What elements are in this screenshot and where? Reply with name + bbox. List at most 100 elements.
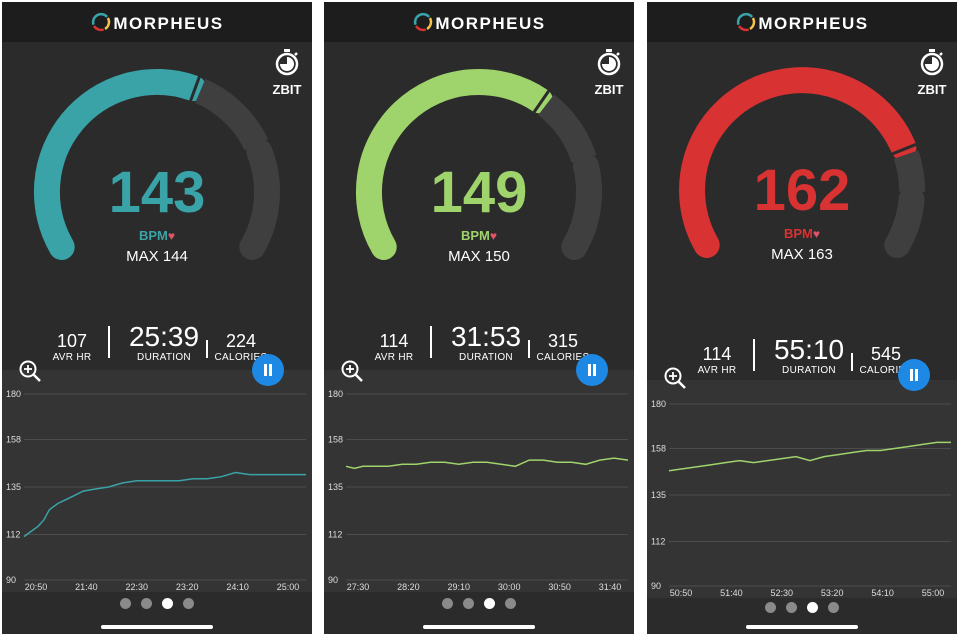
- avr-hr-label: AVR HR: [374, 352, 414, 363]
- heart-rate-line: [668, 441, 951, 472]
- calories-value: 545: [870, 344, 902, 364]
- gauge-fill-arc: [679, 67, 917, 258]
- calories-value: 224: [225, 331, 257, 351]
- gauge-track-segment: [561, 153, 603, 260]
- heart-rate-gauge: [33, 68, 281, 260]
- page-dot[interactable]: [786, 602, 797, 613]
- x-tick-label: 54:10: [871, 588, 894, 598]
- stat-avr-hr: 114 AVR HR: [691, 343, 743, 376]
- bpm-unit-text: BPM: [138, 228, 168, 243]
- x-tick-label: 25:00: [277, 582, 300, 592]
- current-bpm: 149: [430, 160, 528, 225]
- y-tick-label: 90: [651, 581, 661, 591]
- pause-button[interactable]: [576, 354, 608, 386]
- calories-label: CALORIES: [859, 365, 913, 376]
- pause-button[interactable]: [898, 359, 930, 391]
- avr-hr-label: AVR HR: [52, 352, 92, 363]
- stat-calories: 224 CALORIES: [210, 330, 272, 363]
- stat-divider: [108, 326, 110, 358]
- heart-rate-gauge: [355, 69, 603, 260]
- phone-screen-2: MORPHEUS ZBIT 149 BPM♥ MAX 150 114 AVR HR 31:53…: [324, 2, 634, 634]
- app-name: MORPHEUS: [758, 14, 869, 33]
- zbit-timer-button[interactable]: ZBIT: [917, 48, 947, 97]
- duration-value: 25:39: [128, 321, 200, 352]
- y-tick-label: 158: [328, 434, 343, 444]
- heart-rate-chart: 180 158 135 112 90 50:50 51:40 52:30 53:20 54:10 5…: [647, 380, 957, 598]
- avr-hr-label: AVR HR: [697, 365, 737, 376]
- app-header: MORPHEUS: [2, 2, 312, 42]
- pause-button[interactable]: [252, 354, 284, 386]
- workout-stats: 114 AVR HR 55:10 DURATION 545 CALORIES: [647, 335, 957, 379]
- page-dot[interactable]: [765, 602, 776, 613]
- y-tick-label: 180: [651, 399, 666, 409]
- zbit-label: ZBIT: [917, 82, 947, 97]
- max-bpm: MAX 163: [771, 246, 833, 263]
- chart-svg: 180 158 135 112 90 27:30 28:20 29:10 30:00 30:50 3…: [328, 389, 629, 592]
- page-indicator: [647, 600, 957, 618]
- zoom-in-icon[interactable]: [18, 359, 42, 383]
- stat-divider: [430, 326, 432, 358]
- zoom-in-icon[interactable]: [340, 359, 364, 383]
- app-header: MORPHEUS: [647, 2, 957, 42]
- page-dot[interactable]: [162, 598, 173, 609]
- home-indicator[interactable]: [101, 625, 213, 629]
- page-indicator: [2, 596, 312, 614]
- stat-divider: [851, 353, 853, 371]
- calories-label: CALORIES: [214, 352, 268, 363]
- x-tick-label: 30:50: [548, 582, 571, 592]
- y-tick-label: 135: [328, 482, 343, 492]
- app-logo: MORPHEUS: [647, 11, 957, 34]
- y-tick-label: 112: [651, 537, 665, 547]
- x-tick-label: 20:50: [25, 582, 48, 592]
- page-dot[interactable]: [505, 598, 516, 609]
- zoom-in-icon[interactable]: [663, 366, 687, 390]
- y-tick-label: 112: [328, 530, 342, 540]
- heart-rate-chart: 180 158 135 112 90 20:50 21:40 22:30 23:20 24:10 2…: [2, 370, 312, 592]
- app-name: MORPHEUS: [435, 14, 546, 33]
- workout-stats: 114 AVR HR 31:53 DURATION 315 CALORIES: [324, 322, 634, 366]
- gauge-fill-arc: [355, 69, 553, 260]
- page-dot[interactable]: [442, 598, 453, 609]
- max-bpm: MAX 150: [448, 248, 510, 265]
- logo-ring-icon: [414, 12, 433, 32]
- x-tick-label: 24:10: [226, 582, 249, 592]
- page-dot[interactable]: [463, 598, 474, 609]
- page-dot[interactable]: [120, 598, 131, 609]
- y-tick-label: 180: [6, 389, 21, 399]
- calories-value: 315: [547, 331, 579, 351]
- page-dot[interactable]: [828, 602, 839, 613]
- page-dot[interactable]: [183, 598, 194, 609]
- duration-value: 31:53: [450, 321, 522, 352]
- zbit-label: ZBIT: [594, 82, 624, 97]
- stat-avr-hr: 107 AVR HR: [46, 330, 98, 363]
- y-tick-label: 158: [651, 443, 666, 453]
- avr-hr-value: 107: [56, 331, 88, 351]
- gauge-track-segment: [537, 94, 597, 164]
- logo-ring-icon: [737, 12, 756, 32]
- duration-value: 55:10: [773, 334, 845, 365]
- x-tick-label: 31:40: [599, 582, 622, 592]
- workout-stats: 107 AVR HR 25:39 DURATION 224 CALORIES: [2, 322, 312, 366]
- x-tick-label: 28:20: [397, 582, 420, 592]
- y-tick-label: 90: [328, 575, 338, 585]
- stat-duration: 31:53 DURATION: [436, 321, 536, 364]
- stat-duration: 55:10 DURATION: [759, 334, 859, 377]
- home-indicator[interactable]: [746, 625, 858, 629]
- y-tick-label: 112: [6, 530, 20, 540]
- zbit-timer-button[interactable]: ZBIT: [272, 48, 302, 97]
- x-tick-label: 30:00: [498, 582, 521, 592]
- y-tick-label: 180: [328, 389, 343, 399]
- heart-rate-chart: 180 158 135 112 90 27:30 28:20 29:10 30:00 30:50 3…: [324, 370, 634, 592]
- zbit-timer-button[interactable]: ZBIT: [594, 48, 624, 97]
- page-dot[interactable]: [141, 598, 152, 609]
- y-tick-label: 135: [6, 482, 21, 492]
- bpm-unit-label: BPM♥: [324, 228, 634, 243]
- heart-rate-line: [345, 457, 629, 470]
- x-tick-label: 53:20: [821, 588, 844, 598]
- page-dot[interactable]: [807, 602, 818, 613]
- gauge-track-segment: [884, 186, 925, 258]
- page-dot[interactable]: [484, 598, 495, 609]
- home-indicator[interactable]: [423, 625, 535, 629]
- x-tick-label: 27:30: [347, 582, 370, 592]
- gauge-track-segment: [194, 78, 269, 151]
